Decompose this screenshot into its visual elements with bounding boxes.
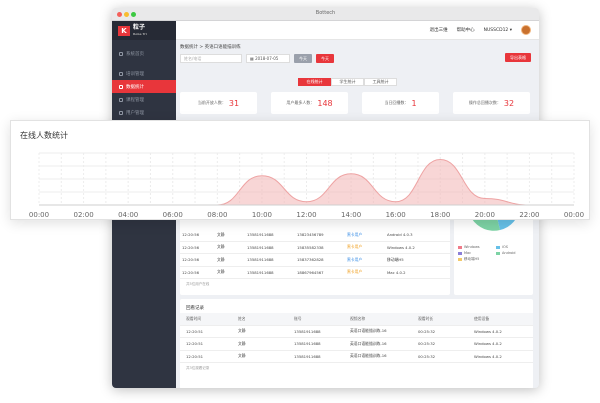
stat-value: 32 [503,98,515,108]
legend-item[interactable]: Windows [458,245,486,249]
stat-value: 1 [411,98,417,108]
table-row[interactable]: 12:20:51 文静 13581911688 英语口语能描训练-16 00:2… [180,326,533,338]
x-tick-label: 04:00 [118,211,138,219]
brand-sub: Roba Tri [133,31,147,36]
x-tick-label: 16:00 [386,211,406,219]
maximize-window-button[interactable] [131,12,136,17]
x-tick-label: 02:00 [73,211,93,219]
brand-logo[interactable]: K 粒子 Roba Tri [112,21,176,40]
table-footer: 共5位用户在线 [186,282,210,286]
brand-name: 粒子 [133,23,146,31]
minimize-window-button[interactable] [124,12,129,17]
chart-icon [119,84,123,89]
filter-bar: 姓名/电话 ▦ 2018-07-05 今天 今天 [180,53,334,63]
sidebar-item-training[interactable]: 培训管理 [112,67,176,80]
chart-title: 在线人数统计 [20,131,68,140]
legend-item[interactable]: 移动端H5 [458,257,486,262]
stat-label: 操作总回播次数： [468,100,501,105]
breadcrumb: 数据统计 > 英语口语能描训练 [180,45,241,50]
close-window-button[interactable] [117,12,122,17]
legend-item[interactable]: Android [496,251,524,255]
export-button[interactable]: 导出表格 [505,53,531,62]
sidebar-item-home[interactable]: 系统首页 [112,47,176,60]
user-icon [119,110,123,115]
playback-records-panel: 回看记录 观看时间 姓名 账号 视频名称 观看时长 使用设备 12:20:51 … [180,299,533,388]
sidebar-item-courses[interactable]: 课程管理 [112,93,176,106]
user-menu[interactable]: NUSSCD12 ▾ [483,27,512,33]
exit-link[interactable]: 退出三维 [429,28,448,33]
x-tick-label: 00:00 [29,211,49,219]
sidebar-item-users[interactable]: 用户管理 [112,106,176,119]
help-link[interactable]: 帮助中心 [456,28,475,33]
date-picker[interactable]: ▦ 2018-07-05 [246,53,290,63]
sidebar-item-label: 数据统计 [126,84,144,90]
x-tick-label: 22:00 [519,211,539,219]
table-row[interactable]: 12:20:56 文静 13581911688 15835582338 黑卡用户… [180,242,450,254]
x-tick-label: 10:00 [252,211,272,219]
stats-tabs: 在线统计 学生统计 工具统计 [298,78,397,86]
tab-students[interactable]: 学生统计 [331,78,364,86]
home-icon [119,51,123,56]
stat-card: 操作总回播次数： 32 [453,92,530,114]
online-users-chart: 00:00 02:00 04:00 06:00 08:00 10:00 12:00 14:00… [29,152,584,219]
tab-tools[interactable]: 工具统计 [364,78,397,86]
records-footer: 共3位观看记录 [186,366,210,370]
stat-card: 用户最多人数： 148 [271,92,348,114]
training-icon [119,71,123,76]
sidebar-item-label: 课程管理 [126,97,144,103]
topbar: 退出三维 帮助中心 NUSSCD12 ▾ [176,21,539,40]
table-row[interactable]: 12:20:51 文静 13581911688 英语口语能描训练-16 00:2… [180,351,533,363]
sidebar-item-label: 培训管理 [126,71,144,77]
series-area [39,159,574,205]
logo-icon: K [118,25,130,36]
today-button[interactable]: 今天 [294,53,312,63]
window-titlebar: Bottech [112,8,539,21]
legend-item[interactable]: iOS [496,245,524,249]
table-row[interactable]: 12:20:56 文静 13581911688 15837362828 黑卡用户… [180,254,450,267]
window-title: Bottech [315,10,336,16]
pie-legend: Windows iOS Mac Android 移动端H5 [454,245,533,262]
today-red-button[interactable]: 今天 [316,53,334,63]
legend-item[interactable]: Mac [458,251,486,255]
x-tick-label: 14:00 [341,211,361,219]
x-tick-label: 06:00 [163,211,183,219]
table-row[interactable]: 12:20:51 文静 13581911688 英语口语能描训练-16 00:2… [180,338,533,351]
sidebar-item-label: 用户管理 [126,110,144,116]
tab-online[interactable]: 在线统计 [298,78,331,86]
table-row[interactable]: 12:20:56 文静 13581911688 18867964567 黑卡用户… [180,267,450,279]
x-tick-label: 08:00 [207,211,227,219]
stat-label: 用户最多人数： [286,100,315,105]
x-tick-label: 12:00 [296,211,316,219]
stat-value: 148 [317,98,333,108]
x-tick-label: 18:00 [430,211,450,219]
book-icon [119,97,123,102]
avatar[interactable] [521,25,531,35]
stat-label: 当日回播数： [384,100,409,105]
records-header-row: 观看时间 姓名 账号 视频名称 观看时长 使用设备 [180,313,533,326]
stat-label: 当前开放人数： [197,100,226,105]
sidebar-item-stats[interactable]: 数据统计 [112,80,176,93]
main-content: 数据统计 > 英语口语能描训练 姓名/电话 ▦ 2018-07-05 今天 今天… [180,41,533,388]
search-input[interactable]: 姓名/电话 [180,53,242,63]
x-tick-label: 20:00 [475,211,495,219]
stat-card: 当日回播数： 1 [362,92,439,114]
online-users-chart-card: 在线人数统计 00:00 02:00 04:00 06:00 08:00 10:00 12:… [10,120,590,220]
records-title: 回看记录 [186,306,204,311]
x-tick-label: 00:00 [564,211,584,219]
stat-card: 当前开放人数： 31 [180,92,257,114]
stat-value: 31 [228,98,240,108]
table-row[interactable]: 12:20:56 文静 13581911688 13823456789 黑卡用户… [180,229,450,242]
sidebar-item-label: 系统首页 [126,51,144,57]
